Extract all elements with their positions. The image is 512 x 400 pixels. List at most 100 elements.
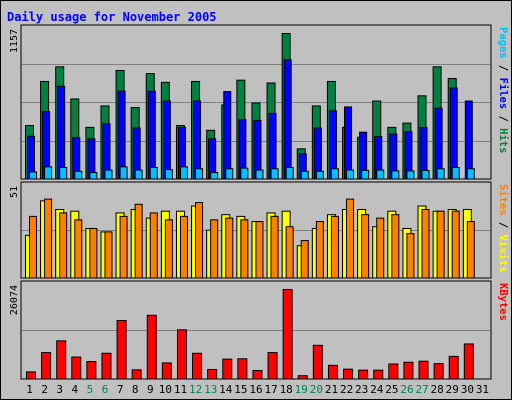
pages-bar — [195, 168, 204, 180]
day-label: 12 — [189, 383, 202, 396]
day-label: 19 — [295, 383, 308, 396]
files-bar — [57, 85, 66, 180]
pages-bar — [29, 171, 37, 180]
files-bar — [147, 90, 156, 180]
kbytes-bar — [222, 358, 233, 380]
legend-entry: Files — [497, 78, 509, 110]
day-label: 27 — [415, 383, 428, 396]
kbytes-bar — [418, 360, 429, 380]
pages-bar — [44, 166, 53, 180]
day-label: 16 — [249, 383, 262, 396]
sites-bar — [240, 219, 249, 279]
pages-bar — [270, 168, 279, 180]
sites-bar — [134, 203, 143, 279]
pages-bar — [391, 170, 400, 180]
day-label: 1 — [26, 383, 33, 396]
day-label: 10 — [159, 383, 172, 396]
kbytes-bar — [26, 371, 36, 380]
kbytes-bar — [463, 343, 474, 380]
day-label: 21 — [325, 383, 338, 396]
day-label: 22 — [340, 383, 353, 396]
day-label: 5 — [87, 383, 94, 396]
day-label: 17 — [264, 383, 277, 396]
day-label: 8 — [132, 383, 139, 396]
day-label: 9 — [147, 383, 154, 396]
kbytes-bar — [146, 314, 157, 380]
kbytes-bar — [358, 369, 369, 380]
y-max-label-1: 1157 — [9, 29, 20, 53]
sites-bar — [225, 217, 234, 279]
day-label: 23 — [355, 383, 368, 396]
kbytes-bar — [282, 289, 293, 380]
chart-title: Daily usage for November 2005 — [7, 10, 217, 24]
pages-bar — [119, 166, 128, 180]
pages-bar — [376, 169, 385, 180]
day-label: 4 — [72, 383, 79, 396]
day-label: 28 — [431, 383, 444, 396]
sites-bar — [179, 215, 188, 279]
day-label: 7 — [117, 383, 124, 396]
sites-bar — [104, 231, 113, 279]
legend-2: Sites / Visits — [497, 184, 509, 273]
kbytes-bar — [71, 356, 82, 380]
legend-entry: / — [497, 216, 509, 235]
pages-bar — [149, 167, 158, 180]
files-bar — [223, 91, 232, 180]
pages-bar — [406, 170, 415, 180]
day-label: 31 — [476, 383, 489, 396]
pages-bar — [300, 170, 309, 180]
sites-bar — [29, 215, 37, 279]
pages-bar — [59, 167, 68, 180]
day-label: 2 — [41, 383, 48, 396]
kbytes-bar — [373, 369, 384, 380]
files-bar — [117, 90, 126, 180]
day-label: 20 — [310, 383, 323, 396]
pages-bar — [346, 169, 355, 180]
pages-bar — [104, 169, 113, 180]
sites-bar — [285, 226, 294, 279]
pages-bar — [240, 167, 249, 180]
kbytes-bar — [343, 368, 354, 380]
sites-bar — [119, 215, 128, 279]
day-label: 29 — [446, 383, 459, 396]
kbytes-bar — [267, 352, 278, 380]
sites-bar — [315, 221, 324, 279]
day-label: 13 — [204, 383, 217, 396]
legend-entry: Visits — [497, 235, 509, 273]
legend-entry: / — [497, 59, 509, 78]
sites-bar — [406, 233, 415, 279]
sites-bar — [361, 214, 370, 279]
kbytes-bar — [86, 361, 97, 380]
sites-bar — [270, 215, 279, 279]
pages-bar — [74, 170, 83, 180]
sites-bar — [466, 221, 475, 279]
legend-entry: Pages — [497, 27, 509, 59]
kbytes-bar — [207, 368, 218, 380]
sites-bar — [376, 217, 385, 279]
pages-bar — [210, 172, 219, 180]
day-label: 6 — [102, 383, 109, 396]
kbytes-bar — [237, 358, 248, 380]
kbytes-bar — [176, 329, 187, 380]
pages-bar — [421, 169, 430, 180]
files-bar — [344, 106, 353, 180]
sites-bar — [149, 212, 158, 279]
day-label: 25 — [385, 383, 398, 396]
day-label: 18 — [280, 383, 293, 396]
files-bar — [464, 100, 473, 180]
kbytes-bar — [433, 363, 444, 380]
files-bar — [193, 100, 202, 180]
pages-bar — [466, 168, 475, 180]
kbytes-bar — [192, 352, 203, 380]
kbytes-bar — [116, 319, 127, 380]
legend-entry: KBytes — [497, 283, 509, 321]
y-max-label-2: 51 — [9, 186, 20, 198]
sites-bar — [255, 221, 264, 279]
files-bar — [162, 100, 171, 180]
pages-bar — [89, 172, 98, 180]
files-bar — [283, 59, 292, 180]
day-label: 3 — [56, 383, 63, 396]
kbytes-bar — [312, 344, 323, 380]
